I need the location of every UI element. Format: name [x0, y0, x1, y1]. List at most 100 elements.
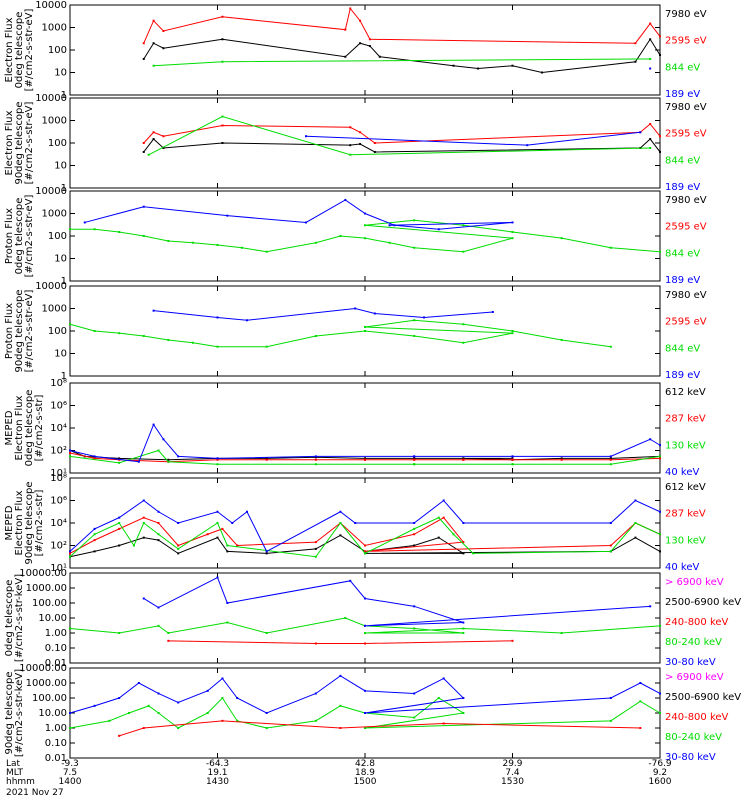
data-point	[364, 212, 366, 215]
data-point	[437, 516, 440, 519]
series-130-kev	[69, 449, 661, 466]
data-point	[191, 241, 194, 244]
data-point	[413, 334, 416, 337]
x-axis-row-value: 1600	[649, 777, 672, 787]
x-axis-row-label: Lat	[6, 759, 21, 769]
legend-entry: 2595 eV	[665, 222, 707, 233]
data-point	[423, 316, 425, 319]
data-point	[128, 712, 130, 714]
data-point	[93, 330, 96, 332]
data-point	[69, 323, 71, 326]
data-point	[560, 632, 563, 634]
y-axis-label: MEPED	[4, 505, 15, 540]
y-tick-label: 100.00	[32, 693, 67, 704]
legend-entry: 7980 eV	[665, 102, 707, 113]
data-point	[118, 632, 121, 634]
series-line	[69, 319, 611, 348]
series-40-kev	[69, 499, 661, 553]
y-tick-label: 100	[48, 45, 67, 56]
data-point	[442, 722, 445, 725]
data-point	[132, 544, 135, 547]
data-point	[142, 150, 145, 153]
y-axis-label: Proton Flux	[4, 208, 15, 264]
y-tick-label: 10²	[50, 446, 67, 457]
y-axis-label: 90deg telescope	[4, 671, 15, 754]
series-line	[148, 116, 651, 156]
series-line	[143, 138, 661, 153]
data-point	[265, 345, 268, 348]
data-point	[265, 632, 268, 634]
data-point	[142, 334, 145, 337]
data-point	[634, 42, 637, 45]
x-axis-row-value: 9.2	[653, 768, 667, 778]
data-point	[634, 499, 637, 502]
data-point	[137, 460, 140, 463]
data-point	[167, 639, 170, 642]
data-point	[511, 458, 514, 461]
data-point	[265, 250, 268, 253]
data-point	[560, 457, 563, 460]
legend-entry: 130 keV	[665, 535, 706, 546]
legend-entry: 189 eV	[665, 275, 700, 286]
series-line	[69, 452, 661, 463]
legend-entry: 612 keV	[665, 387, 706, 398]
y-axis-label: Electron Flux	[4, 17, 15, 82]
data-point	[364, 642, 366, 645]
x-axis-row-value: 1530	[501, 777, 524, 787]
data-point	[462, 457, 465, 460]
data-point	[142, 522, 145, 524]
series-line	[153, 58, 651, 67]
data-point	[314, 719, 317, 722]
series-189-ev	[305, 131, 642, 147]
data-point	[206, 712, 209, 714]
data-point	[511, 330, 514, 332]
data-point	[364, 326, 366, 329]
data-point	[639, 131, 642, 134]
data-point	[265, 457, 268, 460]
y-tick-label: 100	[48, 326, 67, 337]
x-axis-row-label: MLT	[6, 768, 24, 778]
data-point	[314, 547, 317, 550]
legend-entry: 80-240 keV	[665, 732, 722, 743]
data-point	[177, 552, 180, 555]
data-point	[649, 57, 652, 60]
data-point	[265, 550, 268, 553]
data-point	[152, 19, 155, 22]
series-30-80-kev	[69, 674, 661, 714]
data-point	[167, 239, 170, 242]
y-axis-label: [#/cm2-s-str-keV]	[14, 574, 25, 662]
data-point	[142, 235, 145, 237]
x-axis-row-value: -9.3	[61, 759, 79, 769]
y-axis-label: Electron Flux	[14, 490, 25, 555]
data-point	[167, 632, 170, 634]
data-point	[364, 552, 366, 555]
data-point	[142, 499, 145, 502]
data-point	[659, 35, 661, 38]
data-point	[93, 704, 96, 707]
data-point	[93, 539, 96, 542]
data-point	[649, 146, 652, 149]
data-point	[437, 697, 440, 699]
data-point	[157, 510, 160, 513]
x-axis-row-value: 1400	[59, 777, 82, 787]
data-point	[69, 550, 71, 553]
data-point	[609, 458, 612, 461]
series-line	[84, 199, 513, 230]
data-point	[659, 455, 661, 458]
data-point	[649, 438, 652, 441]
data-point	[511, 455, 514, 458]
data-point	[147, 153, 150, 156]
data-point	[472, 552, 475, 555]
legend-entry: 189 eV	[665, 370, 700, 381]
data-point	[452, 533, 455, 536]
legend-entry: 80-240 keV	[665, 637, 722, 648]
data-point	[216, 536, 219, 539]
data-point	[609, 550, 612, 553]
data-point	[373, 142, 376, 144]
data-point	[560, 338, 563, 341]
data-point	[609, 697, 612, 699]
data-point	[157, 539, 160, 542]
data-point	[462, 224, 465, 227]
data-point	[413, 455, 416, 458]
data-point	[177, 701, 180, 704]
